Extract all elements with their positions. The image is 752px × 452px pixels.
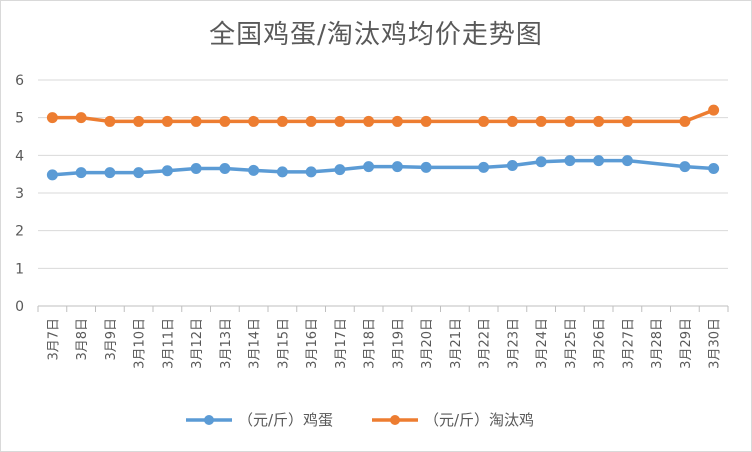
series-layer — [46, 104, 720, 181]
x-tick-label: 3月19日 — [391, 318, 406, 369]
legend-swatch-marker — [390, 415, 400, 425]
data-point — [46, 169, 58, 181]
data-point — [621, 115, 633, 127]
data-point — [564, 115, 576, 127]
data-point — [161, 165, 173, 177]
data-point — [478, 115, 490, 127]
data-point — [305, 115, 317, 127]
data-point — [276, 115, 288, 127]
data-point — [535, 115, 547, 127]
x-tick-label: 3月29日 — [679, 318, 694, 369]
data-point — [679, 161, 691, 173]
x-tick-label: 3月9日 — [104, 318, 119, 361]
data-point — [708, 163, 720, 175]
series-line — [50, 158, 716, 177]
data-point — [133, 115, 145, 127]
x-tick-label: 3月24日 — [535, 318, 550, 369]
data-point — [334, 115, 346, 127]
x-tick-label: 3月27日 — [621, 318, 636, 369]
x-axis — [37, 305, 729, 312]
x-tick-label: 3月7日 — [46, 318, 61, 361]
data-point — [506, 160, 518, 172]
data-point — [506, 115, 518, 127]
x-tick-label: 3月18日 — [363, 318, 378, 369]
data-point — [219, 163, 231, 175]
data-point — [190, 163, 202, 175]
data-point — [420, 115, 432, 127]
data-point — [593, 155, 605, 167]
chart-title: 全国鸡蛋/淘汰鸡均价走势图 — [209, 20, 543, 50]
data-point — [133, 167, 145, 179]
data-point — [219, 115, 231, 127]
series-2 — [46, 104, 720, 127]
legend-swatch-marker — [204, 415, 214, 425]
series-line — [50, 108, 716, 124]
data-point — [391, 115, 403, 127]
x-tick-label: 3月23日 — [506, 318, 521, 369]
data-point — [593, 115, 605, 127]
y-tick-label: 0 — [15, 299, 24, 315]
data-point — [190, 115, 202, 127]
x-tick-label: 3月15日 — [276, 318, 291, 369]
y-axis-ticks: 0 1 2 3 4 5 6 — [15, 73, 24, 315]
x-tick-label: 3月30日 — [708, 318, 723, 369]
data-point — [535, 156, 547, 168]
data-point — [621, 155, 633, 167]
data-point — [708, 104, 720, 116]
data-point — [391, 161, 403, 173]
data-point — [248, 115, 260, 127]
x-axis-ticks: 3月7日 3月8日 3月9日 3月10日 3月11日 3月12日 3月13日 3月14日 3月1… — [46, 318, 722, 369]
x-tick-label: 3月12日 — [190, 318, 205, 369]
y-tick-label: 1 — [15, 261, 24, 277]
data-point — [363, 161, 375, 173]
data-point — [564, 155, 576, 167]
data-point — [276, 166, 288, 178]
x-tick-label: 3月11日 — [161, 318, 176, 369]
legend-label: （元/斤）鸡蛋 — [238, 411, 333, 429]
x-tick-label: 3月10日 — [133, 318, 148, 369]
y-tick-label: 5 — [15, 111, 24, 127]
x-tick-label: 3月21日 — [449, 318, 464, 369]
data-point — [75, 167, 87, 179]
legend: （元/斤）鸡蛋 （元/斤）淘汰鸡 — [186, 411, 534, 429]
data-point — [248, 164, 260, 176]
x-tick-label: 3月26日 — [593, 318, 608, 369]
x-tick-label: 3月22日 — [478, 318, 493, 369]
x-tick-label: 3月28日 — [650, 318, 665, 369]
y-tick-label: 3 — [15, 186, 24, 202]
x-tick-label: 3月14日 — [248, 318, 263, 369]
gridlines — [38, 79, 728, 307]
y-tick-label: 4 — [15, 148, 24, 164]
data-point — [46, 112, 58, 124]
data-point — [334, 164, 346, 176]
data-point — [75, 112, 87, 124]
x-tick-label: 3月8日 — [75, 318, 90, 361]
data-point — [305, 166, 317, 178]
y-tick-label: 2 — [15, 224, 24, 240]
data-point — [478, 161, 490, 173]
x-tick-label: 3月13日 — [219, 318, 234, 369]
data-point — [420, 161, 432, 173]
data-point — [104, 115, 116, 127]
y-tick-label: 6 — [15, 73, 24, 89]
x-tick-label: 3月17日 — [334, 318, 349, 369]
x-tick-label: 3月25日 — [564, 318, 579, 369]
series-1 — [46, 155, 720, 181]
legend-label: （元/斤）淘汰鸡 — [424, 411, 534, 429]
legend-item: （元/斤）鸡蛋 — [186, 411, 333, 429]
data-point — [161, 115, 173, 127]
data-point — [104, 167, 116, 179]
legend-item: （元/斤）淘汰鸡 — [372, 411, 534, 429]
x-tick-label: 3月20日 — [420, 318, 435, 369]
x-tick-label: 3月16日 — [305, 318, 320, 369]
data-point — [679, 115, 691, 127]
data-point — [363, 115, 375, 127]
